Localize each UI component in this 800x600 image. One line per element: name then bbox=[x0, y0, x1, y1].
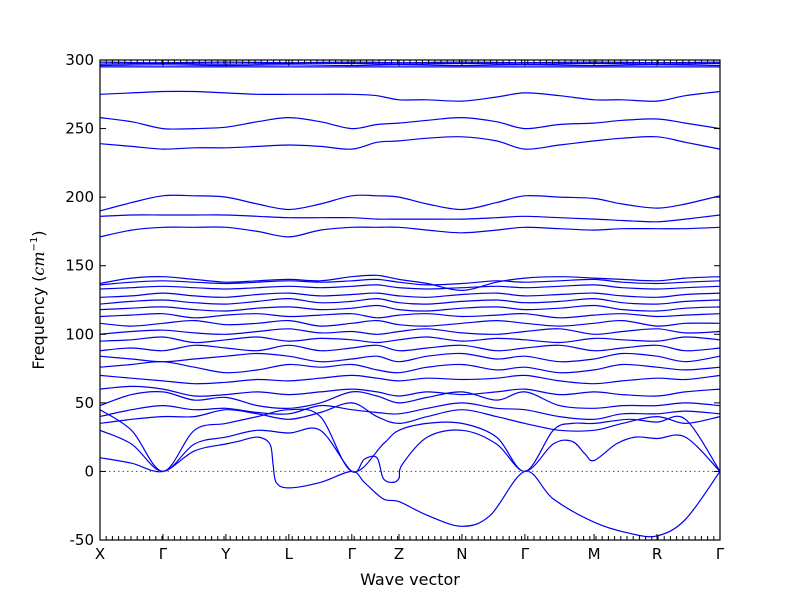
band-line-26 bbox=[99, 116, 721, 130]
band-line-27 bbox=[99, 90, 721, 102]
x-minor-ticks bbox=[99, 60, 721, 540]
x-tick-label: Γ bbox=[716, 545, 725, 563]
band-line-14 bbox=[99, 319, 721, 327]
band-line-13 bbox=[99, 328, 721, 335]
x-tick-label: X bbox=[95, 545, 105, 563]
band-line-20 bbox=[99, 278, 721, 286]
band-line-17 bbox=[99, 297, 721, 305]
band-line-23 bbox=[99, 214, 721, 223]
y-tick-label: 200 bbox=[65, 188, 94, 206]
plot-frame bbox=[99, 59, 721, 541]
band-line-16 bbox=[99, 304, 721, 312]
band-line-6 bbox=[99, 391, 721, 410]
band-line-3 bbox=[99, 408, 721, 473]
band-line-29 bbox=[99, 64, 721, 67]
band-line-19 bbox=[99, 284, 721, 290]
band-line-10 bbox=[99, 352, 721, 363]
x-tick-label: L bbox=[285, 545, 294, 563]
y-tick-label: 100 bbox=[65, 325, 94, 343]
band-line-22 bbox=[99, 226, 721, 238]
y-tick-label: 250 bbox=[65, 120, 94, 138]
x-tick-label: Γ bbox=[348, 545, 357, 563]
band-line-9 bbox=[99, 361, 721, 374]
x-tick-label: N bbox=[456, 545, 467, 563]
x-tick-label: R bbox=[652, 545, 662, 563]
y-axis: -50 0 50 100 150 200 250 300 bbox=[65, 51, 720, 549]
x-tick-label: M bbox=[588, 545, 601, 563]
x-tick-label: Γ bbox=[159, 545, 168, 563]
band-line-8 bbox=[99, 374, 721, 385]
x-axis-label: Wave vector bbox=[360, 570, 460, 589]
y-tick-label: 50 bbox=[75, 394, 94, 412]
y-tick-label: 0 bbox=[84, 462, 94, 480]
band-line-25 bbox=[99, 136, 721, 150]
y-tick-label: 150 bbox=[65, 257, 94, 275]
y-tick-label: 300 bbox=[65, 51, 94, 69]
band-line-11 bbox=[99, 344, 721, 352]
band-line-1 bbox=[99, 436, 721, 538]
band-line-7 bbox=[99, 385, 721, 397]
band-line-5 bbox=[99, 402, 721, 420]
y-axis-label: Frequency (cm−1) bbox=[29, 230, 48, 369]
band-line-4 bbox=[99, 402, 721, 432]
band-line-21 bbox=[99, 274, 721, 292]
band-line-2 bbox=[99, 427, 721, 484]
band-line-15 bbox=[99, 313, 721, 319]
x-tick-label: Y bbox=[220, 545, 231, 563]
x-tick-label: Z bbox=[394, 545, 404, 563]
band-line-12 bbox=[99, 336, 721, 344]
band-line-18 bbox=[99, 292, 721, 298]
x-tick-label: Γ bbox=[521, 545, 530, 563]
band-line-24 bbox=[99, 194, 721, 212]
y-tick-label: -50 bbox=[70, 531, 95, 549]
phonon-bands bbox=[99, 61, 721, 538]
